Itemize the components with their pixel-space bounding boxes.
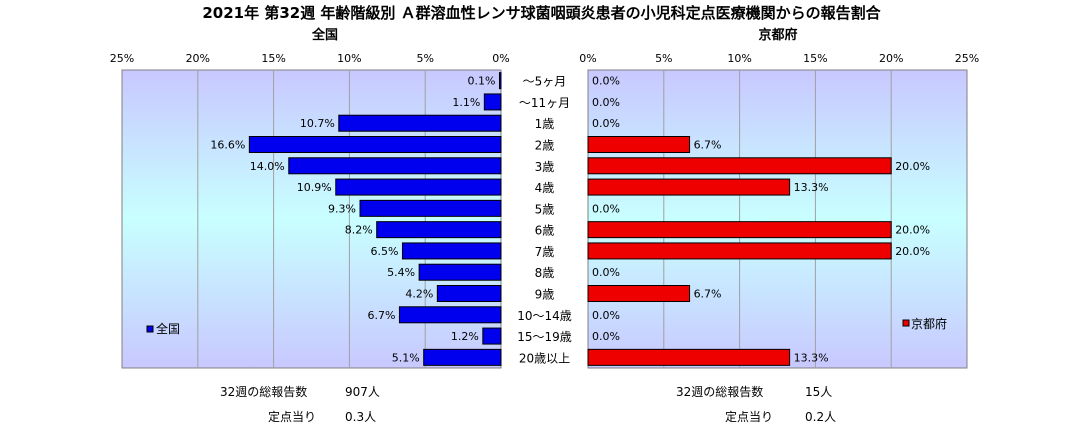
national-bar: [483, 93, 502, 111]
kyoto-per-value: 0.2人: [805, 410, 837, 424]
kyoto-bar: [587, 157, 892, 175]
national-data-label: 0.1%: [468, 75, 496, 88]
national-legend-label: 全国: [156, 321, 180, 336]
kyoto-bar: [587, 348, 791, 366]
right-tick-label: 5%: [655, 52, 672, 65]
kyoto-data-label: 20.0%: [895, 224, 930, 237]
right-tick-label: 15%: [803, 52, 827, 65]
national-bar: [376, 221, 502, 239]
national-data-label: 16.6%: [210, 139, 245, 152]
kyoto-data-label: 6.7%: [694, 288, 722, 301]
left-tick-label: 5%: [416, 52, 433, 65]
national-data-label: 5.4%: [387, 266, 415, 279]
category-label: ～5ヶ月: [523, 75, 567, 89]
right-plot-area: [587, 69, 968, 369]
national-data-label: 14.0%: [250, 160, 285, 173]
kyoto-bar: [587, 136, 691, 153]
national-data-label: 6.7%: [367, 309, 395, 322]
national-data-label: 5.1%: [392, 351, 420, 364]
national-bar: [288, 157, 502, 175]
national-bar: [436, 285, 502, 302]
left-tick-label: 0%: [492, 52, 509, 65]
kyoto-data-label: 13.3%: [794, 181, 829, 194]
national-data-label: 9.3%: [328, 202, 356, 215]
national-per-value: 0.3人: [345, 410, 377, 424]
kyoto-data-label: 0.0%: [592, 309, 620, 322]
national-data-label: 4.2%: [405, 288, 433, 301]
kyoto-data-label: 20.0%: [895, 160, 930, 173]
right-panel-label: 京都府: [758, 28, 798, 43]
national-bar: [423, 348, 502, 366]
national-bar: [401, 242, 502, 260]
category-label: 6歳: [535, 224, 555, 238]
national-bar: [335, 178, 502, 196]
national-bar: [418, 263, 502, 281]
national-data-label: 1.2%: [451, 330, 479, 343]
left-tick-label: 25%: [110, 52, 134, 65]
kyoto-data-label: 0.0%: [592, 330, 620, 343]
national-total-value: 907人: [345, 385, 380, 399]
category-label: 9歳: [535, 288, 555, 302]
kyoto-total-label: 32週の総報告数: [676, 385, 764, 399]
kyoto-legend-label: 京都府: [911, 316, 947, 331]
category-label: ～11ヶ月: [519, 96, 570, 110]
kyoto-data-label: 13.3%: [794, 351, 829, 364]
national-bar: [359, 199, 502, 217]
right-tick-label: 0%: [579, 52, 596, 65]
right-tick-label: 10%: [727, 52, 751, 65]
left-tick-label: 15%: [261, 52, 285, 65]
category-label: 20歳以上: [519, 351, 570, 365]
category-label: 1歳: [535, 117, 555, 131]
kyoto-data-label: 0.0%: [592, 117, 620, 130]
category-label: 4歳: [535, 181, 555, 195]
category-label: 7歳: [535, 245, 555, 259]
national-bar: [248, 136, 502, 153]
chart-title: 2021年 第32週 年齢階級別 Ａ群溶血性レンサ球菌咽頭炎患者の小児科定点医療…: [202, 4, 881, 22]
category-label: 8歳: [535, 266, 555, 280]
right-tick-label: 20%: [879, 52, 903, 65]
kyoto-bar: [587, 178, 791, 196]
national-bar: [482, 327, 502, 345]
national-legend-swatch: [146, 325, 154, 333]
national-total-label: 32週の総報告数: [220, 385, 308, 399]
category-label: 2歳: [535, 139, 555, 153]
kyoto-legend-swatch: [902, 319, 910, 327]
national-per-label: 定点当り: [268, 410, 317, 424]
right-tick-label: 25%: [955, 52, 979, 65]
category-label: 5歳: [535, 202, 555, 216]
category-label: 15～19歳: [517, 330, 572, 344]
kyoto-data-label: 6.7%: [694, 139, 722, 152]
left-tick-label: 10%: [337, 52, 361, 65]
national-data-label: 1.1%: [452, 96, 480, 109]
kyoto-data-label: 0.0%: [592, 266, 620, 279]
kyoto-per-label: 定点当り: [725, 410, 774, 424]
kyoto-data-label: 0.0%: [592, 96, 620, 109]
national-data-label: 10.9%: [297, 181, 332, 194]
category-label: 10～14歳: [517, 309, 572, 323]
left-tick-label: 20%: [186, 52, 210, 65]
national-data-label: 10.7%: [300, 117, 335, 130]
national-data-label: 6.5%: [371, 245, 399, 258]
kyoto-bar: [587, 221, 892, 239]
kyoto-data-label: 20.0%: [895, 245, 930, 258]
left-panel-label: 全国: [311, 28, 338, 43]
category-label: 3歳: [535, 160, 555, 174]
kyoto-bar: [587, 242, 892, 260]
kyoto-data-label: 0.0%: [592, 75, 620, 88]
kyoto-data-label: 0.0%: [592, 202, 620, 215]
national-bar: [398, 306, 502, 324]
national-bar: [498, 72, 502, 90]
national-data-label: 8.2%: [345, 224, 373, 237]
kyoto-bar: [587, 285, 691, 302]
national-bar: [338, 114, 502, 132]
kyoto-total-value: 15人: [805, 385, 833, 399]
